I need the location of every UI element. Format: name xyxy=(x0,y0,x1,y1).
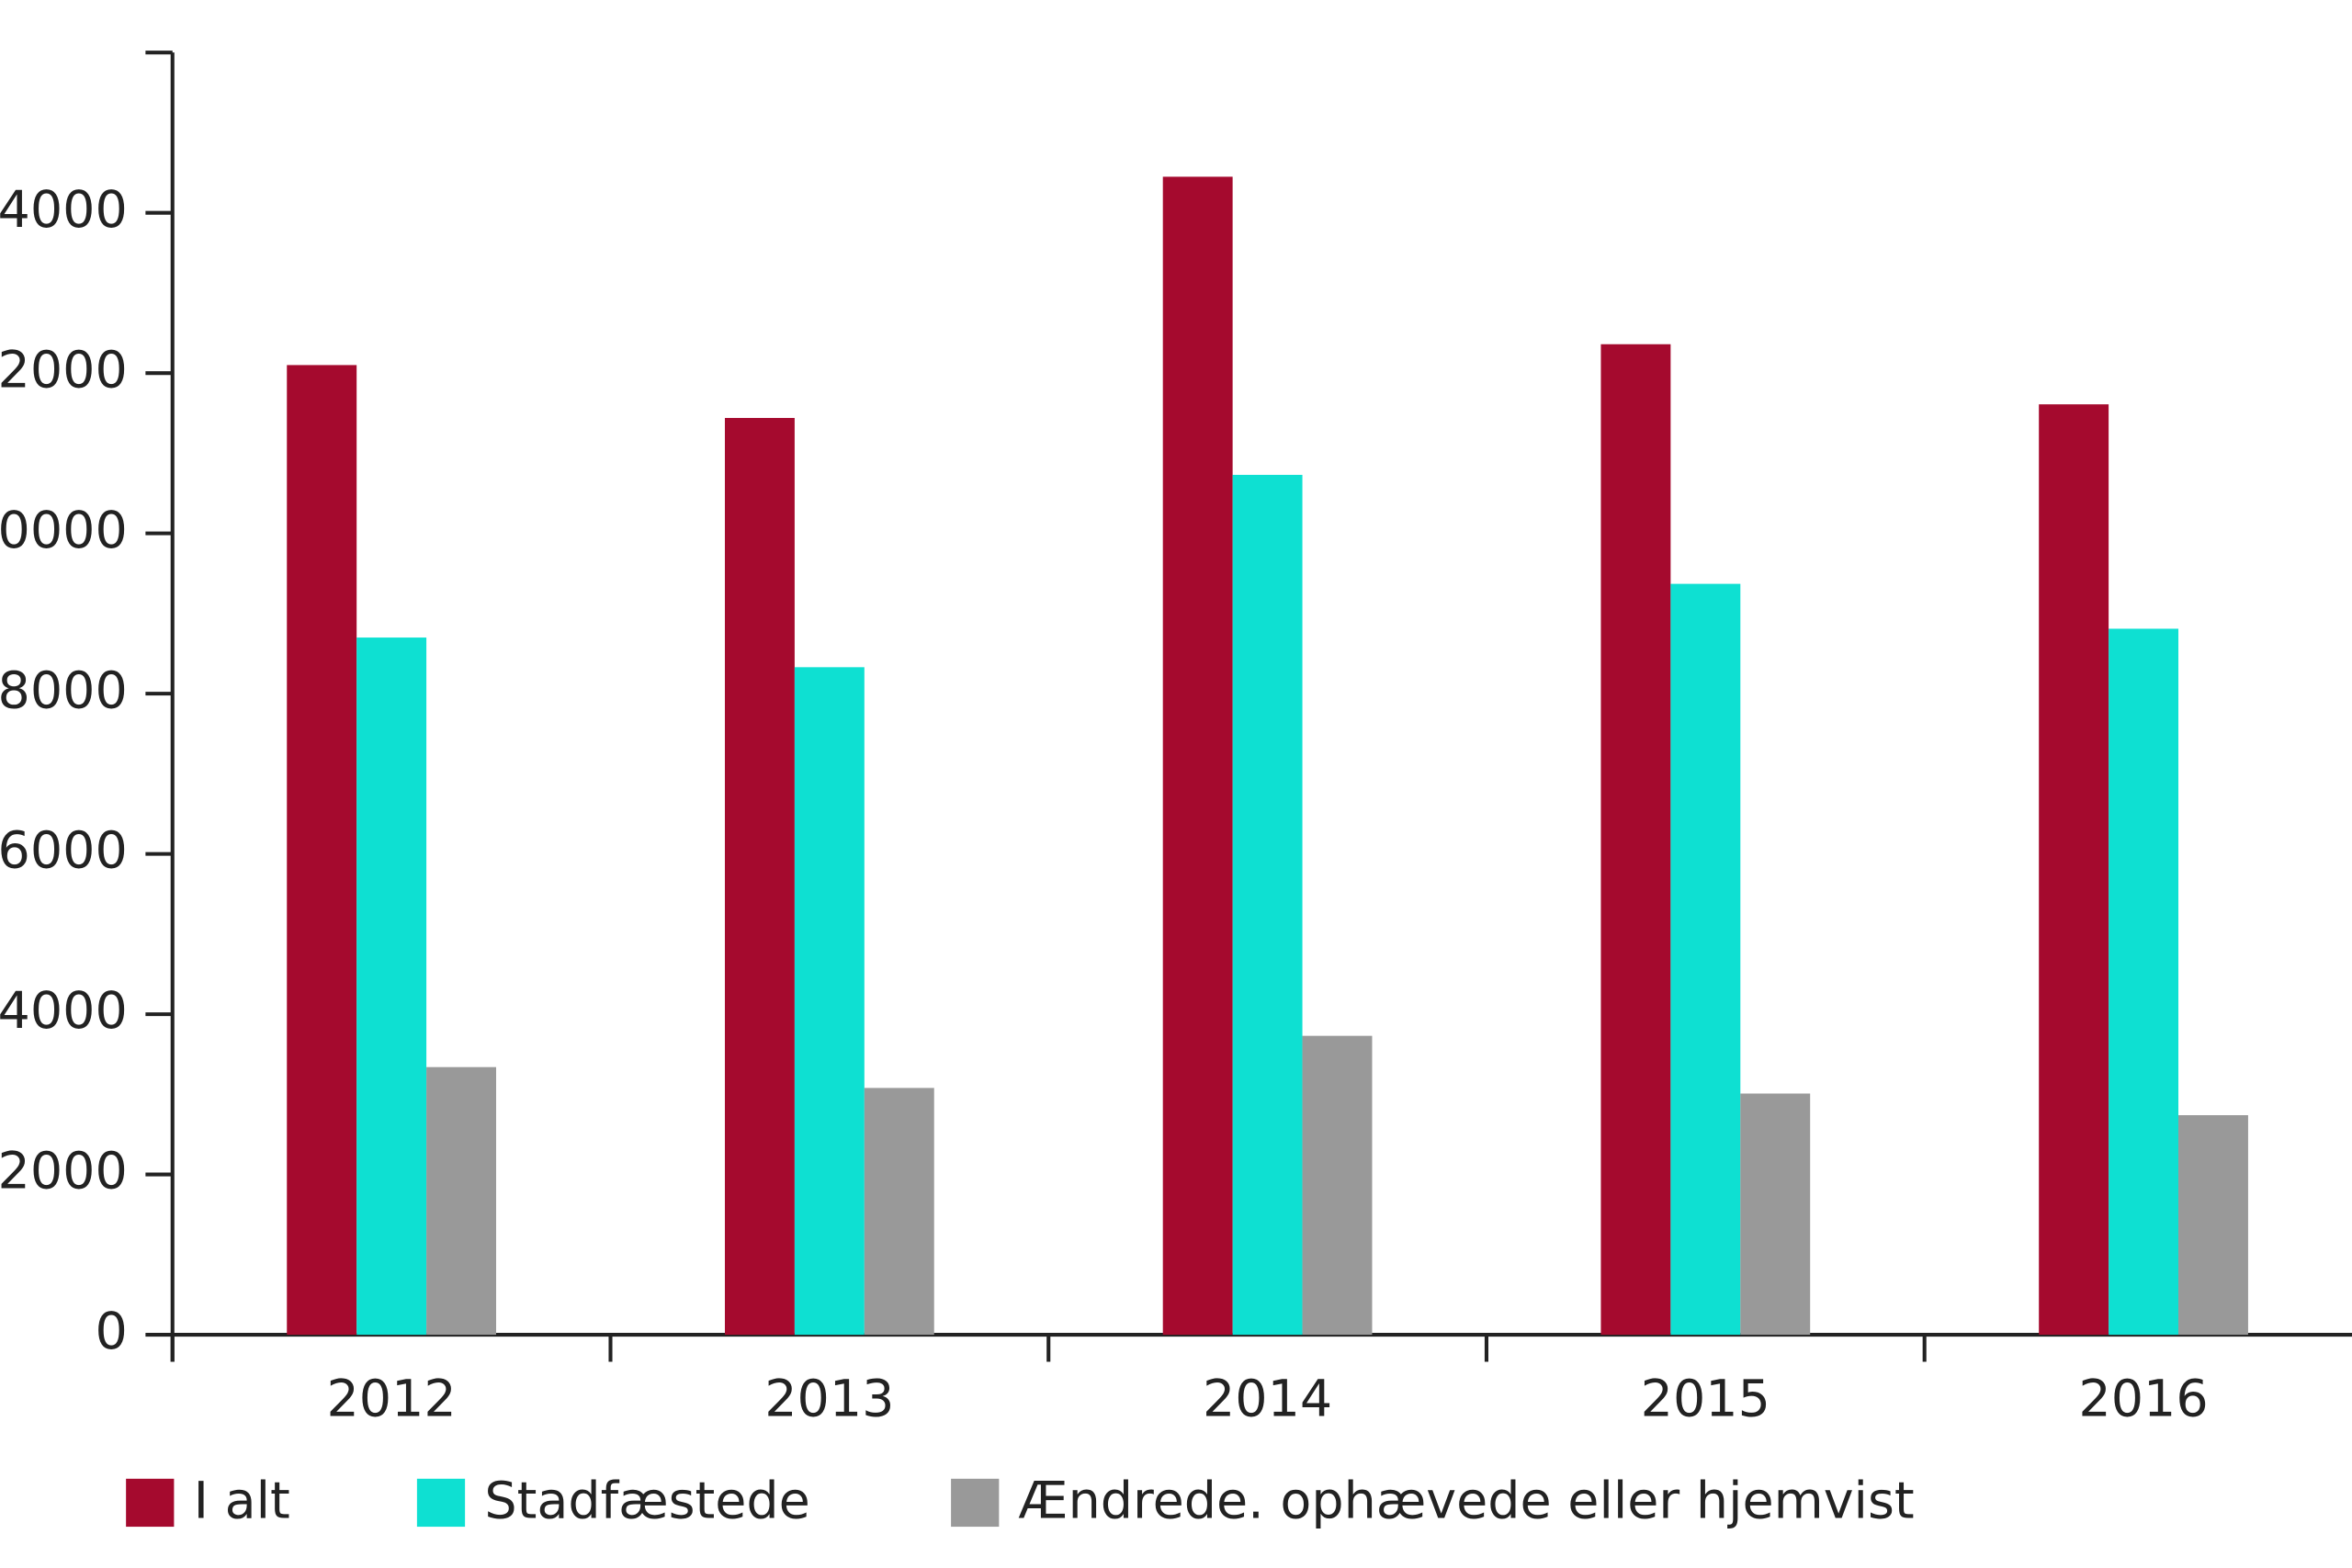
bar xyxy=(2039,404,2109,1336)
bar xyxy=(2109,628,2179,1336)
bar xyxy=(356,637,427,1336)
bar xyxy=(426,1066,496,1336)
bar xyxy=(1302,1035,1373,1336)
y-tick-label: 8000 xyxy=(0,660,128,720)
bar xyxy=(1670,583,1741,1336)
x-tick-label: 2014 xyxy=(1203,1370,1332,1429)
bar xyxy=(1232,474,1303,1336)
y-tick-label: 2000 xyxy=(0,1142,128,1201)
y-tick-label: 12000 xyxy=(0,340,128,400)
legend-swatch xyxy=(951,1478,1000,1528)
x-tick-label: 2012 xyxy=(326,1370,456,1429)
legend-swatch xyxy=(126,1478,175,1528)
x-tick-label: 2013 xyxy=(764,1370,894,1429)
legend-label: Stadfæstede xyxy=(484,1472,809,1531)
y-tick-label: 14000 xyxy=(0,180,128,240)
legend-label: I alt xyxy=(194,1472,290,1531)
bar xyxy=(864,1088,934,1336)
bar xyxy=(287,365,357,1336)
y-tick-label: 10000 xyxy=(0,501,128,560)
y-tick-label: 4000 xyxy=(0,981,128,1041)
bar xyxy=(2178,1115,2248,1336)
x-tick-label: 2015 xyxy=(1641,1370,1770,1429)
y-tick-label: 0 xyxy=(95,1302,127,1361)
y-tick-label: 6000 xyxy=(0,821,128,881)
bar xyxy=(1600,344,1671,1336)
legend-label: Ændrede. ophævede eller hjemvist xyxy=(1019,1472,1915,1531)
legend-swatch xyxy=(416,1478,466,1528)
bar xyxy=(1740,1093,1811,1336)
x-tick-label: 2016 xyxy=(2078,1370,2208,1429)
bar xyxy=(1162,176,1233,1336)
bar xyxy=(794,667,865,1336)
bar xyxy=(724,418,795,1336)
